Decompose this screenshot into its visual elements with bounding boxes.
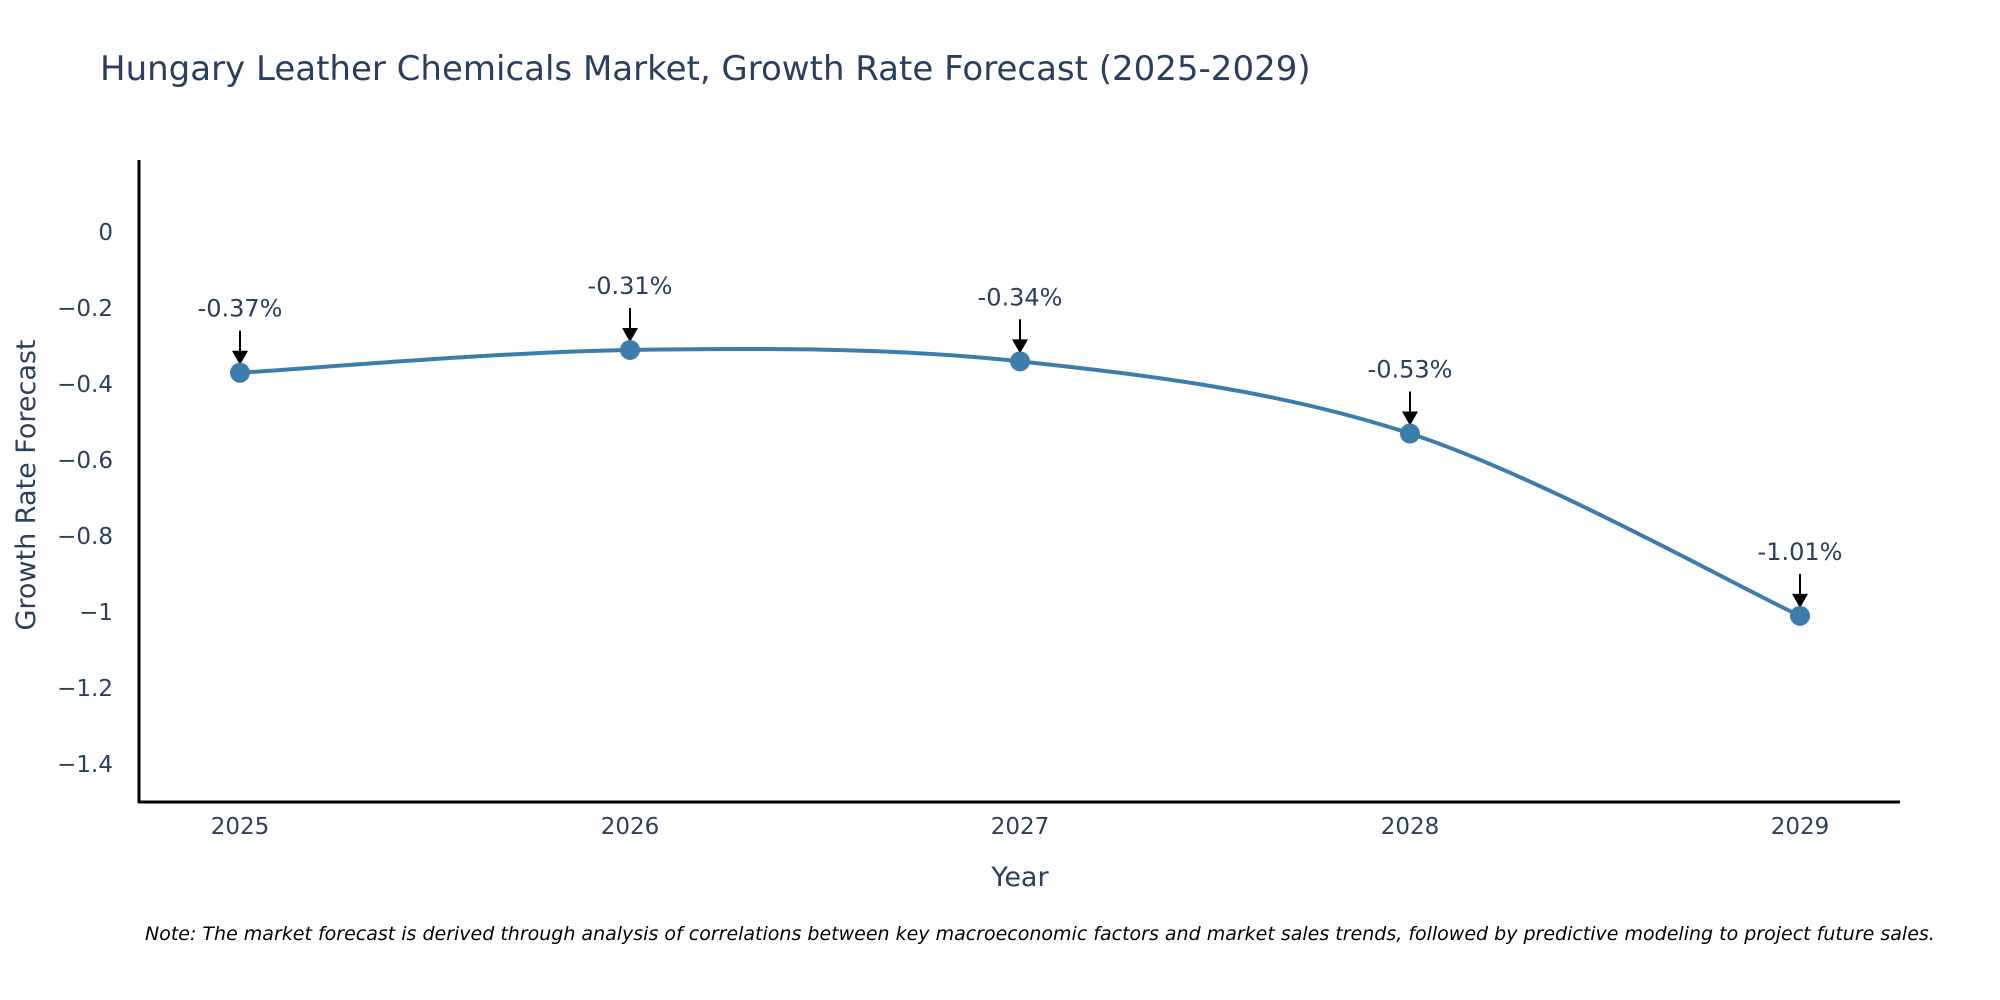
y-tick-label: −1.4 [57, 752, 113, 778]
data-markers [230, 339, 1810, 626]
data-label: -0.31% [588, 272, 673, 300]
annotation-arrow-head [1012, 339, 1028, 354]
x-tick-label: 2029 [1771, 814, 1830, 840]
series-line [239, 346, 1801, 618]
y-tick-label: −0.6 [57, 448, 113, 474]
data-label: -0.37% [198, 295, 283, 323]
data-point [230, 362, 250, 383]
annotation-arrow-head [1402, 411, 1418, 426]
data-label: -0.53% [1368, 356, 1453, 384]
y-tick-label: −1.2 [57, 676, 113, 702]
data-point [1790, 605, 1810, 626]
x-tick-label: 2027 [991, 814, 1050, 840]
x-tick-label: 2025 [211, 814, 270, 840]
chart-title: Hungary Leather Chemicals Market, Growth… [100, 49, 1311, 89]
data-point [1010, 351, 1030, 372]
y-tick-label: −1 [79, 600, 113, 626]
data-point [1400, 423, 1420, 444]
y-tick-label: −0.4 [57, 372, 113, 398]
annotation-arrow-head [232, 350, 248, 365]
data-label: -0.34% [978, 283, 1063, 311]
x-axis-title: Year [990, 862, 1049, 893]
data-label: -1.01% [1758, 538, 1843, 566]
annotation-arrow-head [622, 327, 638, 342]
y-tick-label: −0.2 [57, 296, 113, 322]
annotation-arrow-head [1792, 593, 1808, 608]
footnote: Note: The market forecast is derived thr… [145, 923, 1935, 945]
y-tick-label: −0.8 [57, 524, 113, 550]
x-axis-ticks: 2025 2026 2027 2028 2029 [211, 814, 1830, 840]
y-axis-title: Growth Rate Forecast [11, 339, 42, 630]
data-annotations: -0.37% -0.31% -0.34% -0.53% -1.01% [198, 272, 1843, 608]
y-axis-ticks: 0 −0.2 −0.4 −0.6 −0.8 −1 −1.2 −1.4 [57, 220, 113, 778]
y-tick-label: 0 [98, 220, 113, 246]
data-point [620, 339, 640, 360]
x-tick-label: 2028 [1381, 814, 1440, 840]
x-tick-label: 2026 [601, 814, 660, 840]
